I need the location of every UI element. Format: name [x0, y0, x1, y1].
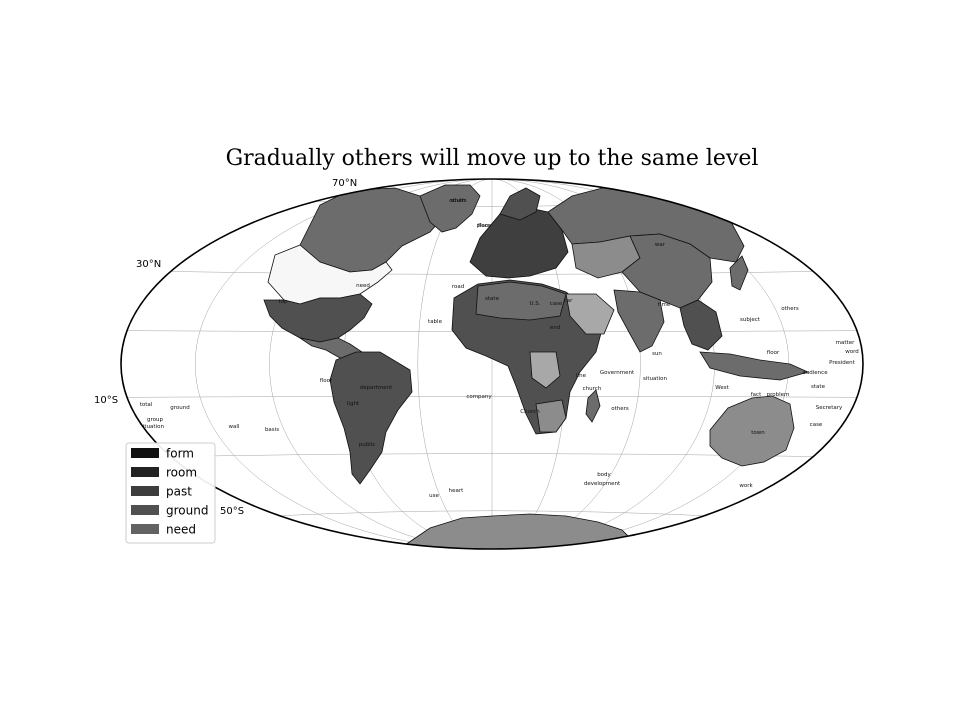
land-indonesia [699, 351, 810, 381]
map-label: floor [478, 223, 491, 229]
map-label: wall [229, 424, 240, 430]
map-label: case [810, 422, 823, 428]
parallel-line [279, 510, 705, 516]
map-label: others [781, 306, 799, 312]
land-arabia [565, 293, 615, 335]
map-label: situation [643, 376, 667, 382]
lat-label-10s: 10°S [94, 395, 118, 406]
map-label: ground [170, 405, 189, 411]
legend-label: need [166, 523, 196, 537]
map-label: matter [836, 340, 855, 346]
map-label: fact [751, 392, 762, 398]
legend-label: ground [166, 504, 208, 518]
legend-swatch [131, 524, 159, 534]
map-label: West [715, 385, 729, 391]
map-label: company [466, 394, 492, 400]
map-title: Gradually others will move up to the sam… [226, 146, 759, 171]
lat-label-70n: 70°N [332, 178, 357, 189]
map-label: U.S. [529, 301, 540, 307]
land-australia [709, 395, 795, 467]
map-label: war [655, 242, 666, 248]
map-label: President [829, 360, 855, 366]
map-label: basis [265, 427, 279, 433]
map-label: work [739, 483, 753, 489]
map-label: total [140, 402, 153, 408]
map-label: case [550, 301, 563, 307]
map-label: light [347, 401, 360, 407]
land-southern-africa [535, 399, 567, 433]
land-greenland [419, 184, 481, 233]
map-label: car [564, 298, 573, 304]
legend-label: form [166, 447, 194, 461]
land-antarctica [403, 513, 641, 549]
map-label: table [428, 319, 443, 325]
map-label: top [278, 299, 288, 305]
lat-label-50s: 50°S [220, 506, 244, 517]
land-japan [729, 255, 749, 291]
map-label: Church [520, 409, 540, 415]
legend-swatch [131, 448, 159, 458]
land-africa [451, 279, 605, 435]
map-label: others [611, 406, 629, 412]
land-europe [469, 205, 569, 279]
map-label: word [845, 349, 859, 355]
land-usa [263, 293, 373, 343]
parallel-line [127, 395, 857, 398]
map-label: south [450, 198, 466, 204]
map-label: development [584, 481, 621, 487]
land-india [613, 289, 665, 353]
map-label: road [452, 284, 464, 290]
land-new-zealand [799, 467, 819, 491]
lat-label-30n: 30°N [136, 259, 161, 270]
map-label: audience [802, 370, 828, 376]
map-label: problem [767, 392, 790, 398]
land-southeast-asia [679, 299, 723, 351]
map-legend: form room past ground need [125, 442, 216, 544]
map-label: need [356, 283, 370, 289]
map-label: state [485, 296, 500, 302]
map-label: use [429, 493, 439, 499]
legend-swatch [131, 505, 159, 515]
map-label: end [550, 325, 560, 331]
map-label: public [359, 442, 376, 448]
map-boundary [120, 178, 864, 550]
map-label: others [449, 198, 467, 204]
map-label: time [658, 302, 671, 308]
map-label: situation [140, 424, 164, 430]
land-scandinavia [499, 187, 541, 221]
map-label: department [360, 385, 393, 391]
land-madagascar [585, 389, 601, 423]
map-label: Government [600, 370, 635, 376]
land-saharan-band [475, 281, 567, 321]
map-label: sun [652, 351, 662, 357]
map-label: line [576, 373, 587, 379]
legend-swatch [131, 486, 159, 496]
map-label: body [597, 472, 611, 478]
map-label: town [751, 430, 765, 436]
land-central-africa [529, 351, 561, 389]
map-label: heart [449, 488, 465, 494]
map-label: place [477, 223, 492, 229]
legend-label: past [166, 485, 192, 499]
map-label: group [147, 417, 163, 423]
legend-label: room [166, 466, 197, 480]
map-label: church [583, 386, 602, 392]
map-label: state [811, 384, 826, 390]
map-label: floor [320, 378, 333, 384]
legend-swatch [131, 467, 159, 477]
map-label: subject [740, 317, 761, 323]
land-south-america [329, 351, 413, 485]
map-label: Secretary [816, 405, 843, 411]
map-label: floor [767, 350, 780, 356]
